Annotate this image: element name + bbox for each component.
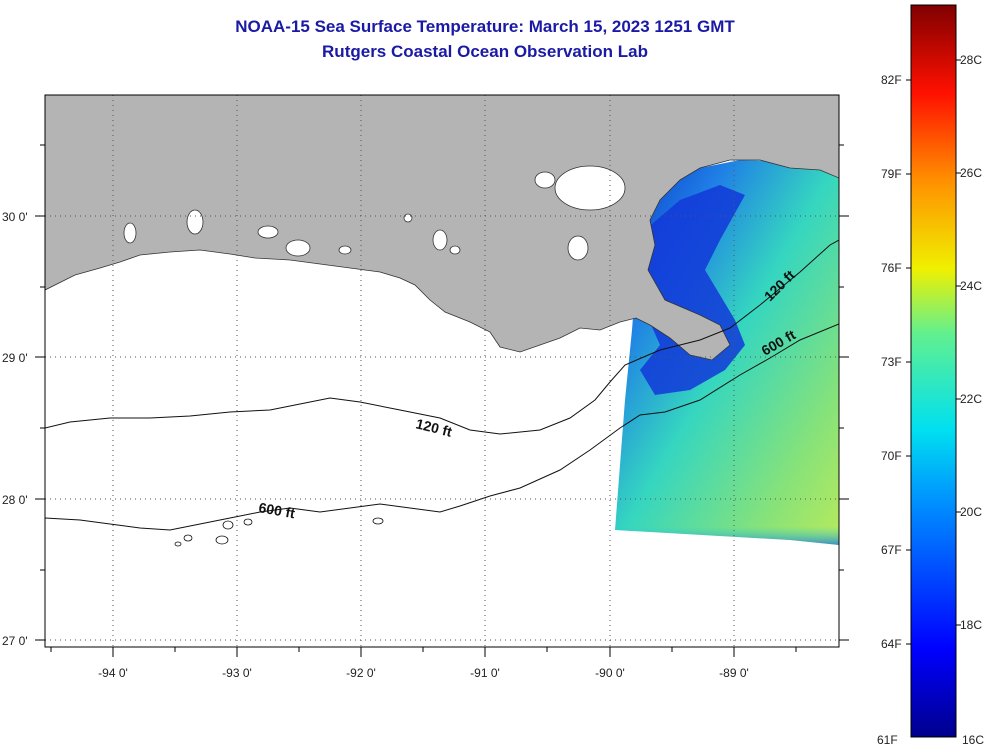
colorbar-label-c: 16C: [962, 733, 985, 747]
colorbar-ticks: [906, 59, 961, 645]
lon-label: -89 0': [719, 666, 749, 680]
colorbar-label-c: 28C: [960, 53, 983, 67]
colorbar-label-c: 18C: [960, 618, 983, 632]
longitude-labels: -94 0' -93 0' -92 0' -91 0' -90 0' -89 0…: [98, 666, 749, 680]
colorbar-label-f: 73F: [881, 355, 902, 369]
lon-label: -94 0': [98, 666, 128, 680]
contour-120ft: [45, 239, 839, 435]
lat-label: 28 0': [2, 493, 28, 507]
contour-label-600-west: 600 ft: [257, 499, 296, 521]
colorbar-label-f: 79F: [881, 167, 902, 181]
latitude-labels: 30 0' 29 0' 28 0' 27 0': [2, 210, 28, 648]
colorbar-label-f: 70F: [881, 449, 902, 463]
lat-label: 30 0': [2, 210, 28, 224]
lat-label: 27 0': [2, 634, 28, 648]
colorbar-label-f: 64F: [881, 637, 902, 651]
lon-label: -90 0': [595, 666, 625, 680]
graticule: [45, 95, 839, 647]
colorbar-label-f: 76F: [881, 261, 902, 275]
contour-600ft: [45, 323, 839, 531]
contour-islands: [174, 517, 384, 547]
lon-label: -92 0': [346, 666, 376, 680]
land-area: [45, 95, 839, 361]
map-subtitle: Rutgers Coastal Ocean Observation Lab: [322, 42, 648, 61]
colorbar-label-c: 20C: [960, 505, 983, 519]
colorbar-label-c: 24C: [960, 279, 983, 293]
colorbar-label-f: 67F: [881, 543, 902, 557]
lakes: [123, 165, 626, 261]
sst-swath-shade: [615, 470, 839, 545]
lon-label: -93 0': [222, 666, 252, 680]
map-title: NOAA-15 Sea Surface Temperature: March 1…: [235, 17, 735, 36]
lat-label: 29 0': [2, 351, 28, 365]
lon-label: -91 0': [470, 666, 500, 680]
colorbar: [910, 4, 957, 738]
plot-frame: [44, 94, 840, 648]
colorbar-label-c: 22C: [960, 392, 983, 406]
colorbar-label-f: 82F: [881, 73, 902, 87]
axis-ticks: [35, 144, 849, 657]
colorbar-label-f: 61F: [877, 733, 898, 747]
colorbar-label-c: 26C: [960, 166, 983, 180]
